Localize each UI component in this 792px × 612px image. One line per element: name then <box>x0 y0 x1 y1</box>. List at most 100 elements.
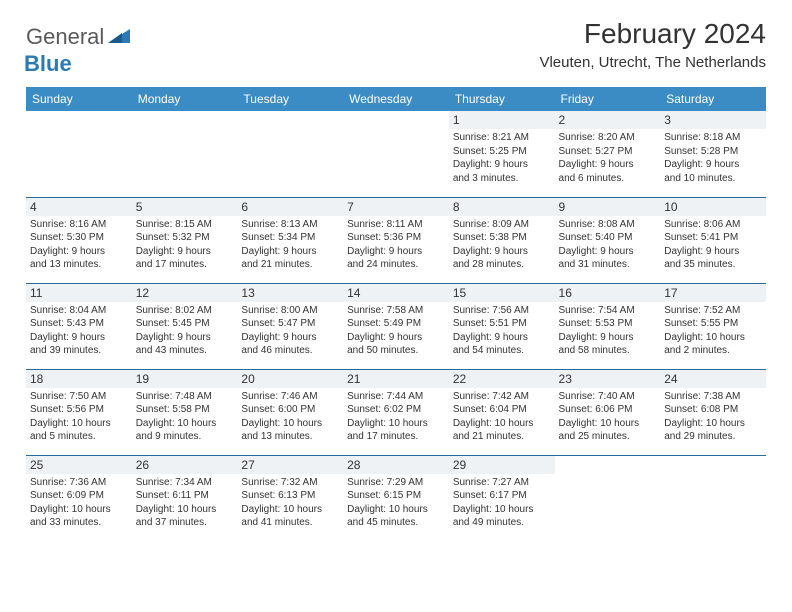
sunrise-text: Sunrise: 8:16 AM <box>30 218 128 232</box>
daylight-text-1: Daylight: 9 hours <box>136 331 234 345</box>
weekday-header: Sunday <box>26 87 132 111</box>
day-number: 21 <box>343 370 449 388</box>
sunset-text: Sunset: 5:34 PM <box>241 231 339 245</box>
daylight-text-1: Daylight: 10 hours <box>30 417 128 431</box>
day-number: 13 <box>237 284 343 302</box>
sunrise-text: Sunrise: 7:27 AM <box>453 476 551 490</box>
weekday-header: Thursday <box>449 87 555 111</box>
sunset-text: Sunset: 5:32 PM <box>136 231 234 245</box>
sunrise-text: Sunrise: 7:46 AM <box>241 390 339 404</box>
daylight-text-2: and 41 minutes. <box>241 516 339 530</box>
daylight-text-2: and 21 minutes. <box>453 430 551 444</box>
day-details: Sunrise: 7:34 AMSunset: 6:11 PMDaylight:… <box>136 476 234 530</box>
sunset-text: Sunset: 5:41 PM <box>664 231 762 245</box>
day-details: Sunrise: 8:08 AMSunset: 5:40 PMDaylight:… <box>559 218 657 272</box>
day-number: 2 <box>555 111 661 129</box>
sunrise-text: Sunrise: 7:58 AM <box>347 304 445 318</box>
sunset-text: Sunset: 5:45 PM <box>136 317 234 331</box>
sunrise-text: Sunrise: 7:36 AM <box>30 476 128 490</box>
sunrise-text: Sunrise: 8:08 AM <box>559 218 657 232</box>
calendar-week-row: 11Sunrise: 8:04 AMSunset: 5:43 PMDayligh… <box>26 283 766 369</box>
calendar-week-row: 18Sunrise: 7:50 AMSunset: 5:56 PMDayligh… <box>26 369 766 455</box>
sunset-text: Sunset: 5:55 PM <box>664 317 762 331</box>
daylight-text-2: and 13 minutes. <box>30 258 128 272</box>
daylight-text-1: Daylight: 9 hours <box>347 331 445 345</box>
sunrise-text: Sunrise: 7:29 AM <box>347 476 445 490</box>
day-details: Sunrise: 7:42 AMSunset: 6:04 PMDaylight:… <box>453 390 551 444</box>
sunrise-text: Sunrise: 7:32 AM <box>241 476 339 490</box>
calendar-day-cell: 25Sunrise: 7:36 AMSunset: 6:09 PMDayligh… <box>26 455 132 541</box>
day-number: 12 <box>132 284 238 302</box>
day-number: 9 <box>555 198 661 216</box>
daylight-text-2: and 33 minutes. <box>30 516 128 530</box>
daylight-text-2: and 24 minutes. <box>347 258 445 272</box>
calendar-day-cell: 11Sunrise: 8:04 AMSunset: 5:43 PMDayligh… <box>26 283 132 369</box>
calendar-week-row: 25Sunrise: 7:36 AMSunset: 6:09 PMDayligh… <box>26 455 766 541</box>
daylight-text-1: Daylight: 10 hours <box>30 503 128 517</box>
daylight-text-1: Daylight: 10 hours <box>347 417 445 431</box>
day-number: 20 <box>237 370 343 388</box>
day-number: 26 <box>132 456 238 474</box>
calendar-day-cell: 14Sunrise: 7:58 AMSunset: 5:49 PMDayligh… <box>343 283 449 369</box>
month-title: February 2024 <box>539 18 766 50</box>
title-block: February 2024 Vleuten, Utrecht, The Neth… <box>539 18 766 71</box>
daylight-text-2: and 49 minutes. <box>453 516 551 530</box>
sunset-text: Sunset: 5:28 PM <box>664 145 762 159</box>
day-number: 28 <box>343 456 449 474</box>
calendar-day-cell: 28 Sunrise: 7:29 AMSunset: 6:15 PMDayligh… <box>343 455 449 541</box>
day-details: Sunrise: 8:04 AMSunset: 5:43 PMDaylight:… <box>30 304 128 358</box>
calendar-day-cell: 3Sunrise: 8:18 AMSunset: 5:28 PMDaylight… <box>660 111 766 197</box>
day-details: Sunrise: 8:11 AMSunset: 5:36 PMDaylight:… <box>347 218 445 272</box>
calendar-day-cell <box>660 455 766 541</box>
daylight-text-1: Daylight: 9 hours <box>453 158 551 172</box>
calendar-day-cell: 27Sunrise: 7:32 AMSunset: 6:13 PMDayligh… <box>237 455 343 541</box>
day-details: Sunrise: 8:21 AMSunset: 5:25 PMDaylight:… <box>453 131 551 185</box>
calendar-header-row: Sunday Monday Tuesday Wednesday Thursday… <box>26 87 766 111</box>
day-details: Sunrise: 8:09 AMSunset: 5:38 PMDaylight:… <box>453 218 551 272</box>
calendar-week-row: 4Sunrise: 8:16 AMSunset: 5:30 PMDaylight… <box>26 197 766 283</box>
sunset-text: Sunset: 6:00 PM <box>241 403 339 417</box>
calendar-day-cell: 29Sunrise: 7:27 AMSunset: 6:17 PMDayligh… <box>449 455 555 541</box>
daylight-text-1: Daylight: 9 hours <box>347 245 445 259</box>
day-details: Sunrise: 8:00 AMSunset: 5:47 PMDaylight:… <box>241 304 339 358</box>
daylight-text-1: Daylight: 9 hours <box>664 245 762 259</box>
weekday-header: Friday <box>555 87 661 111</box>
calendar-day-cell: 16Sunrise: 7:54 AMSunset: 5:53 PMDayligh… <box>555 283 661 369</box>
sunrise-text: Sunrise: 8:06 AM <box>664 218 762 232</box>
calendar-day-cell: 6Sunrise: 8:13 AMSunset: 5:34 PMDaylight… <box>237 197 343 283</box>
daylight-text-2: and 43 minutes. <box>136 344 234 358</box>
day-number: 1 <box>449 111 555 129</box>
day-details: Sunrise: 7:32 AMSunset: 6:13 PMDaylight:… <box>241 476 339 530</box>
day-details: Sunrise: 8:20 AMSunset: 5:27 PMDaylight:… <box>559 131 657 185</box>
sunset-text: Sunset: 6:02 PM <box>347 403 445 417</box>
sunrise-text: Sunrise: 7:44 AM <box>347 390 445 404</box>
calendar-day-cell: 26 Sunrise: 7:34 AMSunset: 6:11 PMDayligh… <box>132 455 238 541</box>
sunrise-text: Sunrise: 8:13 AM <box>241 218 339 232</box>
calendar-day-cell: 21 Sunrise: 7:44 AMSunset: 6:02 PMDayligh… <box>343 369 449 455</box>
sunset-text: Sunset: 6:06 PM <box>559 403 657 417</box>
calendar-week-row: 1 Sunrise: 8:21 AMSunset: 5:25 PMDaylight… <box>26 111 766 197</box>
calendar-day-cell: 2 Sunrise: 8:20 AMSunset: 5:27 PMDaylight… <box>555 111 661 197</box>
calendar-day-cell: 10Sunrise: 8:06 AMSunset: 5:41 PMDayligh… <box>660 197 766 283</box>
day-details: Sunrise: 7:48 AMSunset: 5:58 PMDaylight:… <box>136 390 234 444</box>
sunset-text: Sunset: 6:15 PM <box>347 489 445 503</box>
sunset-text: Sunset: 5:27 PM <box>559 145 657 159</box>
calendar-day-cell: 12Sunrise: 8:02 AMSunset: 5:45 PMDayligh… <box>132 283 238 369</box>
daylight-text-2: and 45 minutes. <box>347 516 445 530</box>
daylight-text-2: and 3 minutes. <box>453 172 551 186</box>
sunset-text: Sunset: 5:53 PM <box>559 317 657 331</box>
day-details: Sunrise: 7:27 AMSunset: 6:17 PMDaylight:… <box>453 476 551 530</box>
sunrise-text: Sunrise: 7:42 AM <box>453 390 551 404</box>
calendar-day-cell <box>343 111 449 197</box>
daylight-text-1: Daylight: 9 hours <box>136 245 234 259</box>
daylight-text-1: Daylight: 10 hours <box>347 503 445 517</box>
sunset-text: Sunset: 5:38 PM <box>453 231 551 245</box>
daylight-text-1: Daylight: 9 hours <box>664 158 762 172</box>
logo-triangle-icon <box>108 27 130 48</box>
logo: General <box>26 24 134 50</box>
calendar-day-cell <box>26 111 132 197</box>
day-number: 7 <box>343 198 449 216</box>
daylight-text-1: Daylight: 10 hours <box>241 503 339 517</box>
day-number: 6 <box>237 198 343 216</box>
day-details: Sunrise: 7:56 AMSunset: 5:51 PMDaylight:… <box>453 304 551 358</box>
